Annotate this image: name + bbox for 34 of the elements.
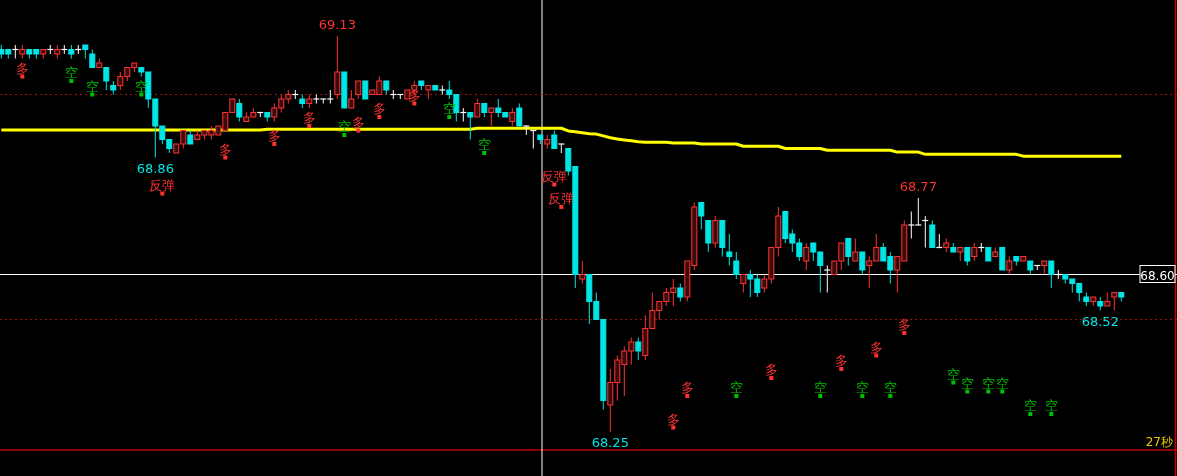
data-label: 空 <box>1023 398 1037 413</box>
data-label: 反弹 <box>149 177 176 193</box>
annotation: 68.86 <box>136 160 174 176</box>
data-label: 空 <box>85 78 99 94</box>
data-label: 空 <box>883 380 897 395</box>
data-label: 反弹 <box>541 168 568 184</box>
data-label: 多 <box>267 128 281 143</box>
data-label: 多 <box>834 353 848 368</box>
data-label: 空 <box>1044 398 1058 413</box>
data-label: 多 <box>218 141 232 157</box>
data-label: 多 <box>869 339 883 355</box>
annotation: 68.77 <box>899 179 937 194</box>
data-label: 空 <box>960 375 974 391</box>
data-label: 多 <box>351 114 365 130</box>
annotation: 68.25 <box>591 435 629 450</box>
data-label: 空 <box>729 380 743 395</box>
data-label: 空 <box>477 137 491 152</box>
data-label: 多 <box>302 110 316 125</box>
data-label: 空 <box>946 366 960 382</box>
ref-line-label: 68.60 <box>1140 268 1175 283</box>
data-label: 多 <box>680 380 694 395</box>
annotation: 69.13 <box>318 17 356 32</box>
data-label: 空 <box>855 380 869 395</box>
data-label: 空 <box>813 380 827 395</box>
text: 27秒 <box>1145 435 1173 449</box>
data-label: 多 <box>372 101 386 116</box>
data-label: 空 <box>981 375 995 391</box>
data-label: 空 <box>64 65 78 80</box>
data-label: 空 <box>995 375 1009 391</box>
annotation: 68.52 <box>1081 313 1119 329</box>
data-label: 多 <box>666 411 680 427</box>
data-label: 多 <box>764 362 778 377</box>
data-label: 多 <box>15 60 29 76</box>
data-label: 多 <box>897 317 911 332</box>
